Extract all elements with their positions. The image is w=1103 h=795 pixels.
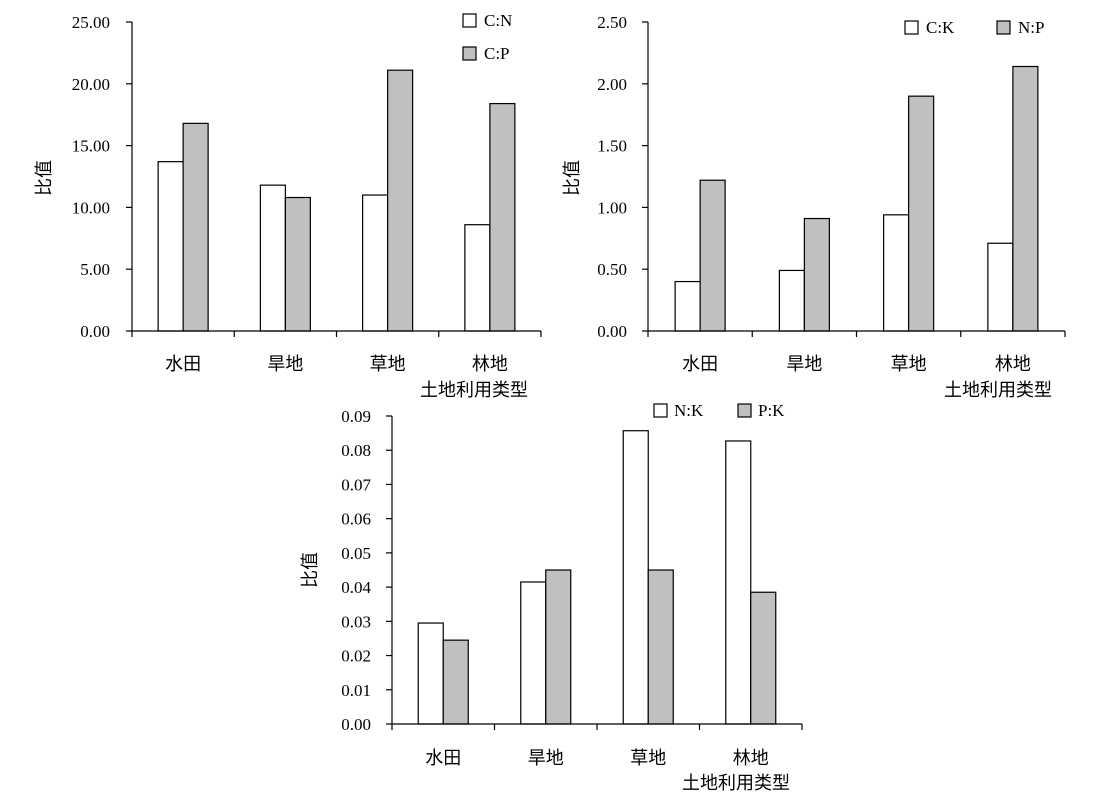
x-tick-label: 水田 bbox=[682, 354, 718, 374]
bar-n-p-4 bbox=[1012, 65, 1039, 332]
y-axis-label: 比值 bbox=[562, 160, 582, 196]
y-tick-label: 1.00 bbox=[597, 198, 627, 217]
y-tick-label: 0.09 bbox=[341, 407, 371, 426]
bar-c-p-4 bbox=[489, 102, 516, 332]
y-tick-label: 0.07 bbox=[341, 475, 371, 494]
y-tick-label: 0.06 bbox=[341, 510, 371, 529]
legend-swatch bbox=[653, 403, 668, 418]
y-tick-label: 1.50 bbox=[597, 137, 627, 156]
x-tick-label: 旱地 bbox=[786, 354, 822, 374]
y-tick-label: 10.00 bbox=[72, 198, 110, 217]
x-tick-label: 林地 bbox=[472, 354, 508, 374]
y-tick-label: 25.00 bbox=[72, 13, 110, 32]
x-axis-label: 土地利用类型 bbox=[944, 380, 1052, 400]
bar-p-k-4 bbox=[750, 591, 777, 725]
y-tick-label: 2.50 bbox=[597, 13, 627, 32]
chart-panel-2: 水田 旱地 草地 林地 0.00 0.50 1.00 1.50 2.00 2.50 比值土地利用类型… bbox=[562, 13, 1066, 400]
y-tick-label: 20.00 bbox=[72, 75, 110, 94]
bar-c-p-2 bbox=[284, 196, 311, 332]
y-tick-label: 0.03 bbox=[341, 612, 371, 631]
y-axis-label: 比值 bbox=[34, 160, 54, 196]
x-tick-label: 旱地 bbox=[267, 354, 303, 374]
legend-label: P:K bbox=[758, 401, 785, 420]
bar-p-k-1 bbox=[442, 639, 469, 725]
bar-n-k-4 bbox=[725, 440, 752, 725]
bar-c-p-1 bbox=[182, 122, 209, 332]
x-tick-label: 草地 bbox=[370, 354, 406, 374]
bar-n-k-2 bbox=[520, 581, 547, 725]
bar-c-k-4 bbox=[987, 242, 1014, 332]
legend-swatch bbox=[996, 20, 1011, 35]
y-tick-label: 0.50 bbox=[597, 260, 627, 279]
bar-n-p-1 bbox=[699, 179, 726, 332]
x-tick-label: 草地 bbox=[891, 354, 927, 374]
y-tick-label: 0.02 bbox=[341, 647, 371, 666]
bar-c-n-2 bbox=[259, 184, 286, 332]
bar-n-p-3 bbox=[908, 95, 935, 332]
bar-c-n-4 bbox=[464, 224, 491, 332]
legend-label: C:K bbox=[926, 18, 955, 37]
x-axis-label: 土地利用类型 bbox=[420, 380, 528, 400]
y-tick-label: 0.08 bbox=[341, 441, 371, 460]
legend-swatch bbox=[462, 13, 477, 28]
x-tick-label: 旱地 bbox=[528, 748, 564, 768]
y-tick-label: 0.00 bbox=[80, 322, 110, 341]
bar-n-k-3 bbox=[622, 430, 649, 725]
y-tick-label: 0.04 bbox=[341, 578, 371, 597]
x-tick-label: 草地 bbox=[630, 748, 666, 768]
y-tick-label: 5.00 bbox=[80, 260, 110, 279]
bar-n-k-1 bbox=[417, 622, 444, 725]
bar-c-k-2 bbox=[778, 269, 805, 332]
y-tick-label: 0.05 bbox=[341, 544, 371, 563]
chart-panel-3: 水田 旱地 草地 林地 0.00 0.01 0.02 0.03 0.04 0.05 0.06 0.07… bbox=[300, 401, 803, 793]
legend-label: N:P bbox=[1018, 18, 1044, 37]
x-axis-label: 土地利用类型 bbox=[682, 773, 790, 793]
y-tick-label: 2.00 bbox=[597, 75, 627, 94]
x-tick-label: 水田 bbox=[165, 354, 201, 374]
chart-panel-1: 水田 旱地 草地 林地 0.00 5.00 10.00 15.00 20.00 25.00 比值土地… bbox=[34, 11, 542, 400]
bar-c-n-3 bbox=[362, 194, 389, 332]
y-tick-label: 15.00 bbox=[72, 137, 110, 156]
bar-c-k-1 bbox=[674, 280, 701, 332]
x-tick-label: 林地 bbox=[995, 354, 1031, 374]
legend-swatch bbox=[904, 20, 919, 35]
x-tick-label: 水田 bbox=[425, 748, 461, 768]
y-tick-label: 0.00 bbox=[597, 322, 627, 341]
y-tick-label: 0.01 bbox=[341, 681, 371, 700]
legend-label: N:K bbox=[674, 401, 704, 420]
x-tick-label: 林地 bbox=[733, 748, 769, 768]
legend-label: C:N bbox=[484, 11, 512, 30]
y-tick-label: 0.00 bbox=[341, 715, 371, 734]
legend-label: C:P bbox=[484, 44, 510, 63]
bar-c-n-1 bbox=[157, 161, 184, 332]
bar-c-p-3 bbox=[387, 69, 414, 332]
bar-n-p-2 bbox=[803, 217, 830, 332]
legend-swatch bbox=[737, 403, 752, 418]
legend-swatch bbox=[462, 46, 477, 61]
bar-p-k-3 bbox=[647, 569, 674, 725]
bar-p-k-2 bbox=[545, 569, 572, 725]
y-axis-label: 比值 bbox=[300, 552, 320, 588]
bar-c-k-3 bbox=[883, 214, 910, 332]
